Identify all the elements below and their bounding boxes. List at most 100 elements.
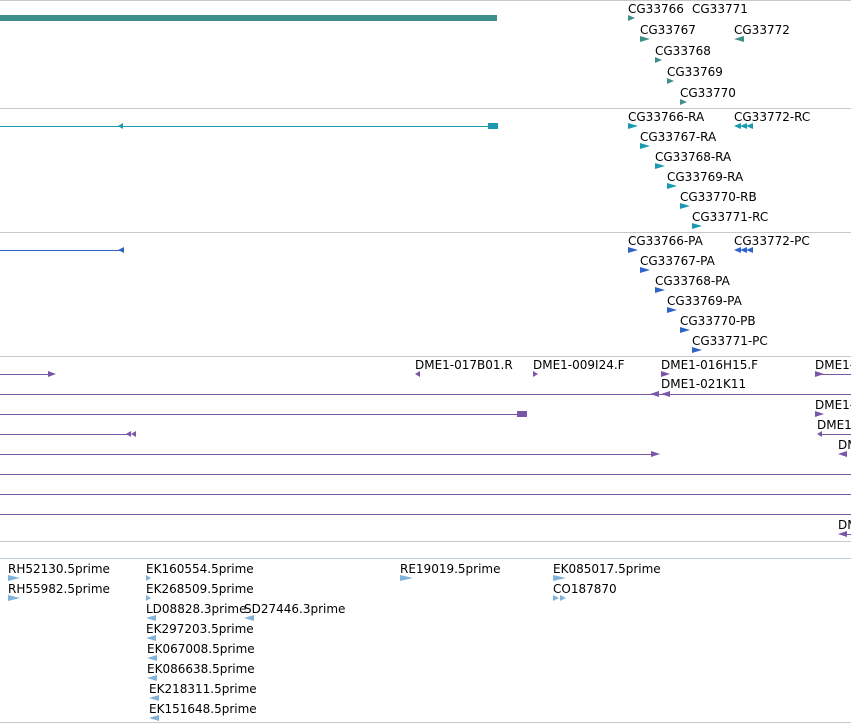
right-arrow-icon[interactable] (655, 287, 665, 293)
est-label-co187870[interactable]: CO187870 (553, 582, 617, 596)
left-arrow-icon[interactable] (734, 123, 741, 129)
right-arrow-icon[interactable] (655, 57, 662, 63)
right-arrow-icon[interactable] (628, 15, 635, 21)
clone-label-dme1-partial[interactable]: DME1- (815, 358, 851, 372)
gene-label-cg33771[interactable]: CG33771 (692, 2, 748, 16)
clone-label-dme1-009i24-f[interactable]: DME1-009I24.F (533, 358, 625, 372)
right-arrow-icon[interactable] (815, 411, 824, 417)
right-arrow-icon[interactable] (680, 327, 690, 333)
left-arrow-icon[interactable] (149, 715, 159, 721)
gene-label-cg33766[interactable]: CG33766 (628, 2, 684, 16)
right-arrow-icon[interactable] (680, 203, 690, 209)
left-arrow-icon[interactable] (147, 655, 157, 661)
gene-feature-bar[interactable] (0, 15, 497, 21)
clone-feature-line[interactable] (0, 414, 520, 415)
gene-label-cg33767[interactable]: CG33767 (640, 23, 696, 37)
clone-feature-line[interactable] (822, 434, 851, 435)
right-arrow-icon[interactable] (48, 371, 56, 377)
transcript-label-cg33770-rb[interactable]: CG33770-RB (680, 190, 757, 204)
protein-feature-line[interactable] (0, 250, 122, 251)
gene-label-cg33770[interactable]: CG33770 (680, 86, 736, 100)
clone-feature-line[interactable] (822, 374, 851, 375)
left-arrow-icon[interactable] (746, 247, 753, 253)
right-arrow-icon[interactable] (628, 247, 638, 253)
gene-label-cg33772[interactable]: CG33772 (734, 23, 790, 37)
clone-label-dme1-017b01-r[interactable]: DME1-017B01.R (415, 358, 513, 372)
clone-label-dme1-partial[interactable]: DME1- (815, 398, 851, 412)
clone-feature-line[interactable] (0, 454, 655, 455)
clone-feature-line[interactable] (0, 374, 50, 375)
est-label-ek086638[interactable]: EK086638.5prime (147, 662, 255, 676)
est-label-sd27446[interactable]: SD27446.3prime (244, 602, 346, 616)
right-arrow-icon[interactable] (146, 575, 151, 581)
transcript-label-cg33767-ra[interactable]: CG33767-RA (640, 130, 717, 144)
right-arrow-icon[interactable] (560, 595, 566, 601)
transcript-label-cg33766-ra[interactable]: CG33766-RA (628, 110, 705, 124)
clone-label-dm-partial[interactable]: DM (838, 518, 851, 532)
transcript-label-cg33771-rc[interactable]: CG33771-RC (692, 210, 769, 224)
right-arrow-icon[interactable] (8, 575, 20, 581)
clone-feature-line[interactable] (0, 394, 851, 395)
left-arrow-icon[interactable] (415, 371, 420, 377)
right-arrow-icon[interactable] (640, 36, 650, 42)
left-arrow-icon[interactable] (734, 36, 744, 42)
protein-label-cg33770-pb[interactable]: CG33770-PB (680, 314, 756, 328)
right-arrow-icon[interactable] (533, 371, 538, 377)
left-arrow-icon[interactable] (131, 431, 136, 437)
left-arrow-icon[interactable] (661, 391, 670, 397)
transcript-label-cg33769-ra[interactable]: CG33769-RA (667, 170, 744, 184)
right-arrow-icon[interactable] (692, 223, 702, 229)
transcript-feature-line[interactable] (0, 126, 490, 127)
right-arrow-icon[interactable] (667, 78, 674, 84)
gene-label-cg33769[interactable]: CG33769 (667, 65, 723, 79)
est-label-ek268509[interactable]: EK268509.5prime (146, 582, 254, 596)
est-label-rh55982[interactable]: RH55982.5prime (8, 582, 110, 596)
protein-label-cg33766-pa[interactable]: CG33766-PA (628, 234, 703, 248)
est-label-ek067008[interactable]: EK067008.5prime (147, 642, 255, 656)
left-arrow-icon[interactable] (817, 431, 822, 437)
left-arrow-icon[interactable] (126, 431, 131, 437)
protein-label-cg33772-pc[interactable]: CG33772-PC (734, 234, 810, 248)
clone-feature-line[interactable] (0, 474, 851, 475)
clone-feature-line[interactable] (0, 494, 851, 495)
est-label-ek218311[interactable]: EK218311.5prime (149, 682, 257, 696)
left-arrow-icon[interactable] (650, 391, 659, 397)
right-arrow-icon[interactable] (815, 371, 824, 377)
transcript-exon[interactable] (488, 123, 498, 129)
left-arrow-icon[interactable] (740, 247, 747, 253)
est-label-re19019[interactable]: RE19019.5prime (400, 562, 501, 576)
protein-label-cg33768-pa[interactable]: CG33768-PA (655, 274, 730, 288)
right-arrow-icon[interactable] (667, 183, 677, 189)
protein-label-cg33769-pa[interactable]: CG33769-PA (667, 294, 742, 308)
transcript-label-cg33772-rc[interactable]: CG33772-RC (734, 110, 811, 124)
est-label-ek085017[interactable]: EK085017.5prime (553, 562, 661, 576)
left-arrow-icon[interactable] (244, 615, 254, 621)
left-arrow-icon[interactable] (149, 695, 159, 701)
clone-label-dme1-partial[interactable]: DME1 (817, 418, 851, 432)
right-arrow-icon[interactable] (400, 575, 413, 581)
est-label-ek151648[interactable]: EK151648.5prime (149, 702, 257, 716)
clone-feature-line[interactable] (0, 434, 128, 435)
clone-label-dm-partial[interactable]: DM (838, 438, 851, 452)
right-arrow-icon[interactable] (667, 307, 677, 313)
left-arrow-icon[interactable] (146, 635, 156, 641)
protein-label-cg33771-pc[interactable]: CG33771-PC (692, 334, 768, 348)
left-arrow-icon[interactable] (838, 531, 847, 537)
right-arrow-icon[interactable] (692, 347, 702, 353)
gene-label-cg33768[interactable]: CG33768 (655, 44, 711, 58)
right-arrow-icon[interactable] (640, 267, 650, 273)
est-label-ld08828[interactable]: LD08828.3prime (146, 602, 247, 616)
est-label-ek297203[interactable]: EK297203.5prime (146, 622, 254, 636)
est-label-rh52130[interactable]: RH52130.5prime (8, 562, 110, 576)
right-arrow-icon[interactable] (661, 371, 670, 377)
right-arrow-icon[interactable] (553, 595, 559, 601)
right-arrow-icon[interactable] (651, 451, 660, 457)
left-arrow-icon[interactable] (740, 123, 747, 129)
right-arrow-icon[interactable] (8, 595, 20, 601)
left-arrow-icon[interactable] (146, 615, 156, 621)
left-arrow-icon[interactable] (147, 675, 157, 681)
left-arrow-icon[interactable] (746, 123, 753, 129)
est-label-ek160554[interactable]: EK160554.5prime (146, 562, 254, 576)
right-arrow-icon[interactable] (640, 143, 650, 149)
clone-feature-line[interactable] (845, 534, 851, 535)
